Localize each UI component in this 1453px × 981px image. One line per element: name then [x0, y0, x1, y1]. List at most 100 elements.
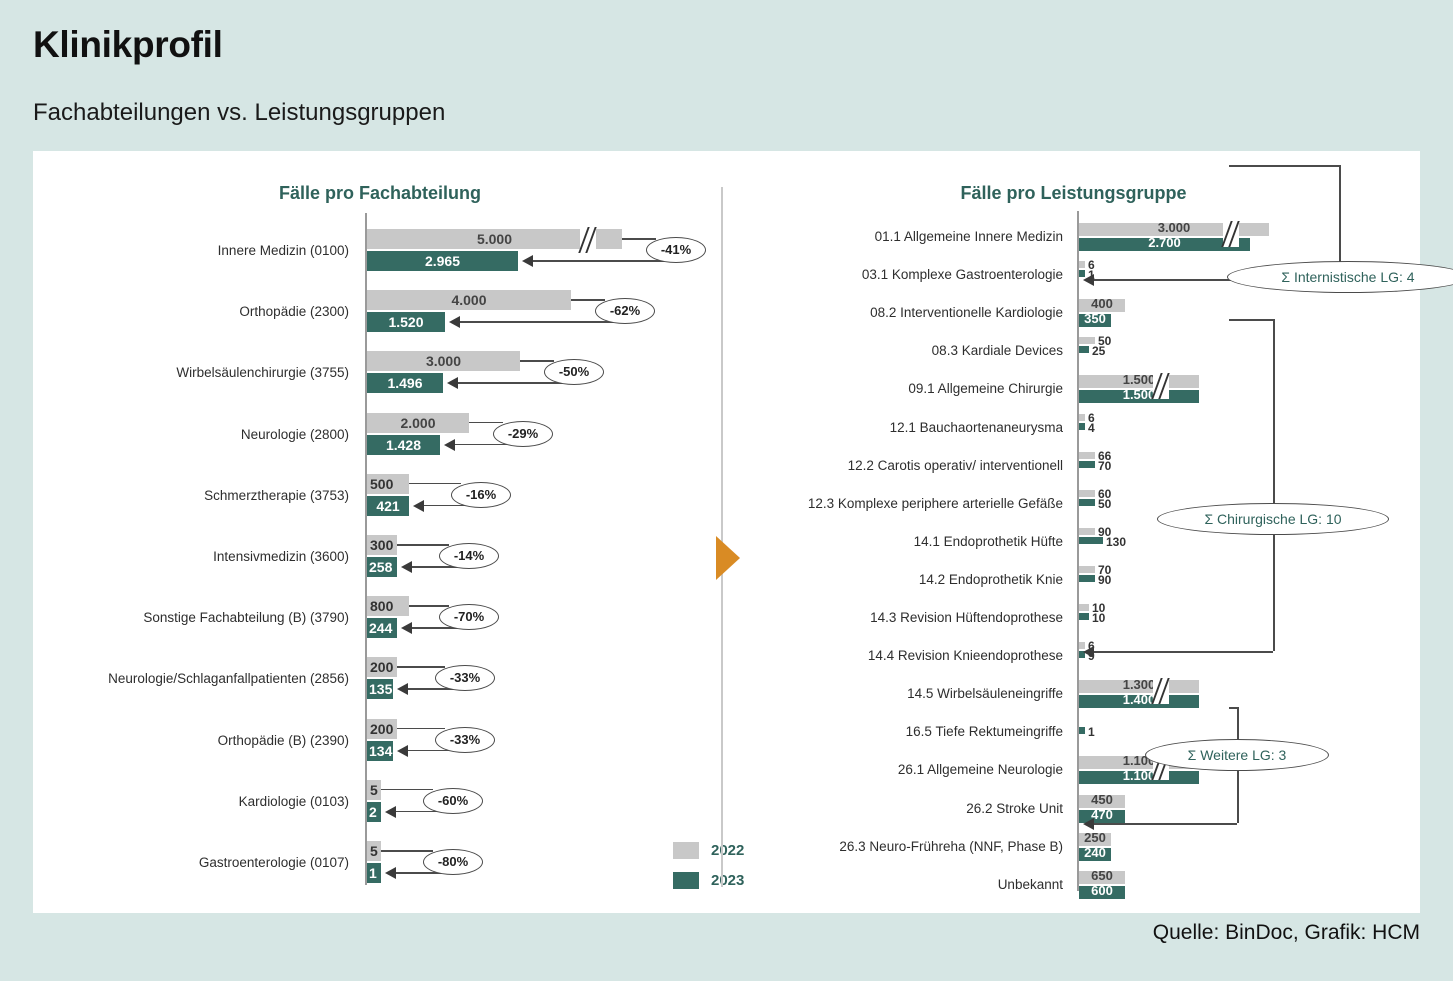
- group-arrowhead-1: [1083, 646, 1094, 658]
- delta-badge-2: -50%: [544, 359, 604, 386]
- bar-2022-9: [1079, 565, 1095, 573]
- bar-label-2022-1: 4.000: [451, 292, 487, 309]
- row-label-9: Kardiologie (0103): [238, 793, 349, 809]
- table-row: Kardiologie (0103) 5 2 -60%: [33, 779, 727, 828]
- table-row: Intensivmedizin (3600) 300 258 -14%: [33, 535, 727, 583]
- row-label-0: 01.1 Allgemeine Innere Medizin: [874, 229, 1063, 244]
- pct-leader-7: [397, 666, 445, 668]
- bar-label-2022-8: 90: [1098, 524, 1112, 539]
- page-title: Klinikprofil: [33, 24, 223, 65]
- pct-arrow-line-9: [395, 810, 451, 813]
- bar-label-2022-10: 5: [370, 843, 378, 859]
- bar-2022-2: [1079, 299, 1125, 313]
- bar-2022-6: [367, 596, 409, 617]
- row-label-2: Wirbelsäulenchirurgie (3755): [176, 365, 349, 381]
- group-label-0: Σ Internistische LG: 4: [1227, 261, 1453, 293]
- delta-badge-4: -16%: [451, 481, 511, 508]
- bar-2023-16: [1079, 847, 1111, 861]
- bar-2023-14: [1079, 771, 1199, 785]
- table-row: 14.5 Wirbelsäuleneingriffe 1.300 1.400: [727, 677, 1420, 712]
- group-bracket-bottom-0: [1093, 279, 1339, 281]
- row-label-10: Gastroenterologie (0107): [198, 855, 349, 870]
- bar-label-2023-12: 1.400: [1122, 692, 1156, 708]
- group-arrowhead-0: [1083, 274, 1094, 286]
- pct-leader-10: [381, 850, 433, 852]
- table-row: Neurologie (2800) 2.000 1.428 -29%: [33, 412, 727, 461]
- table-row: 12.2 Carotis operativ/ interventionell 66…: [727, 449, 1420, 484]
- pct-leader-0: [622, 238, 656, 240]
- bar-label-2022-6: 66: [1098, 448, 1112, 463]
- group-label-1: Σ Chirurgische LG: 10: [1157, 503, 1389, 535]
- bar-2022-3: [367, 412, 469, 433]
- pct-arrowhead-2: [447, 377, 458, 390]
- bar-2022-8: [1079, 527, 1095, 535]
- bar-2023-11: [1079, 651, 1085, 659]
- row-label-14: 26.1 Allgemeine Neurologie: [897, 762, 1063, 778]
- axis-break-icon: [1221, 221, 1240, 247]
- bar-2023-4: [367, 495, 409, 516]
- bar-label-2022-4: 1.500: [1122, 372, 1156, 388]
- bar-label-2023-10: 1: [369, 865, 377, 881]
- left-axis-line: [365, 213, 367, 885]
- bar-label-2022-12: 1.300: [1122, 677, 1156, 693]
- bar-label-2023-6: 70: [1098, 458, 1112, 473]
- bar-label-2023-4: 421: [376, 497, 400, 514]
- group-arrowhead-2: [1083, 818, 1094, 830]
- bar-label-2023-1: 1.520: [388, 314, 424, 331]
- pct-arrowhead-0: [522, 255, 533, 267]
- legend-label-2023: 2023: [711, 872, 745, 889]
- table-row: Wirbelsäulenchirurgie (3755) 3.000 1.496 -5…: [33, 351, 727, 399]
- pct-leader-5: [397, 544, 449, 546]
- group-bracket-v-1: [1273, 319, 1275, 651]
- pct-leader-9: [381, 788, 433, 791]
- bar-label-2023-7: 135: [369, 681, 393, 698]
- legend-swatch-2022: [673, 842, 699, 859]
- pct-leader-3: [469, 421, 503, 424]
- bar-label-2022-7: 60: [1098, 486, 1112, 501]
- pct-leader-4: [409, 482, 461, 485]
- bar-2022-7: [1079, 489, 1095, 497]
- bar-2023-3: [367, 434, 440, 455]
- bar-2023-13: [1079, 727, 1085, 735]
- legend-label-2022: 2022: [711, 842, 745, 859]
- table-row: 12.3 Komplexe periphere arterielle Gefäß…: [727, 487, 1420, 522]
- bar-label-2023-17: 600: [1091, 882, 1113, 898]
- table-row: 01.1 Allgemeine Innere Medizin 3.000 2.700: [727, 220, 1420, 255]
- delta-badge-8: -33%: [435, 726, 495, 753]
- bar-2023-12: [1079, 695, 1199, 709]
- row-label-9: 14.2 Endoprothetik Knie: [918, 571, 1063, 587]
- row-label-13: 16.5 Tiefe Rektumeingriffe: [905, 724, 1063, 740]
- bar-2023-7: [1079, 498, 1095, 506]
- delta-badge-9: -60%: [423, 787, 483, 814]
- table-row: 08.3 Kardiale Devices 50 25: [727, 334, 1420, 369]
- row-label-12: 14.5 Wirbelsäuleneingriffe: [907, 686, 1063, 702]
- bar-2023-5: [367, 557, 397, 577]
- source-note: Quelle: BinDoc, Grafik: HCM: [1152, 921, 1420, 944]
- pct-arrowhead-10: [385, 867, 396, 879]
- pct-arrow-line-4: [423, 504, 479, 507]
- row-label-6: 12.2 Carotis operativ/ interventionell: [847, 457, 1063, 473]
- table-row: Innere Medizin (0100) 5.000 2.965 -41%: [33, 227, 727, 277]
- bar-label-2022-9: 70: [1098, 562, 1112, 577]
- bar-2022-10: [1079, 604, 1089, 611]
- bar-2023-5: [1079, 422, 1085, 430]
- group-bracket-top-2: [1229, 707, 1237, 709]
- panel-title-fachabteilung: Fälle pro Fachabteilung: [278, 183, 482, 203]
- row-label-6: Sonstige Fachabteilung (B) (3790): [143, 610, 349, 626]
- group-bracket-top-1: [1229, 319, 1273, 321]
- row-label-5: Intensivmedizin (3600): [213, 549, 349, 564]
- bar-label-2022-0: 5.000: [476, 231, 513, 247]
- pct-leader-8: [397, 727, 445, 730]
- row-label-8: Orthopädie (B) (2390): [217, 732, 349, 748]
- bar-label-2023-14: 1.100: [1122, 768, 1156, 784]
- bar-label-2023-0: 2.700: [1148, 235, 1181, 250]
- pct-arrow-line-2: [457, 382, 572, 384]
- bar-label-2023-10: 10: [1092, 611, 1106, 625]
- axis-break-icon: [578, 227, 597, 253]
- bar-label-2022-3: 50: [1098, 334, 1112, 349]
- bar-2022-2: [367, 351, 520, 372]
- chart-panel-leistungsgruppe: Fälle pro Leistungsgruppe 01.1 Allgemein…: [727, 151, 1453, 913]
- bar-2022-0: [367, 229, 622, 249]
- bar-2023-9: [1079, 574, 1095, 582]
- bar-label-2022-8: 200: [370, 720, 394, 737]
